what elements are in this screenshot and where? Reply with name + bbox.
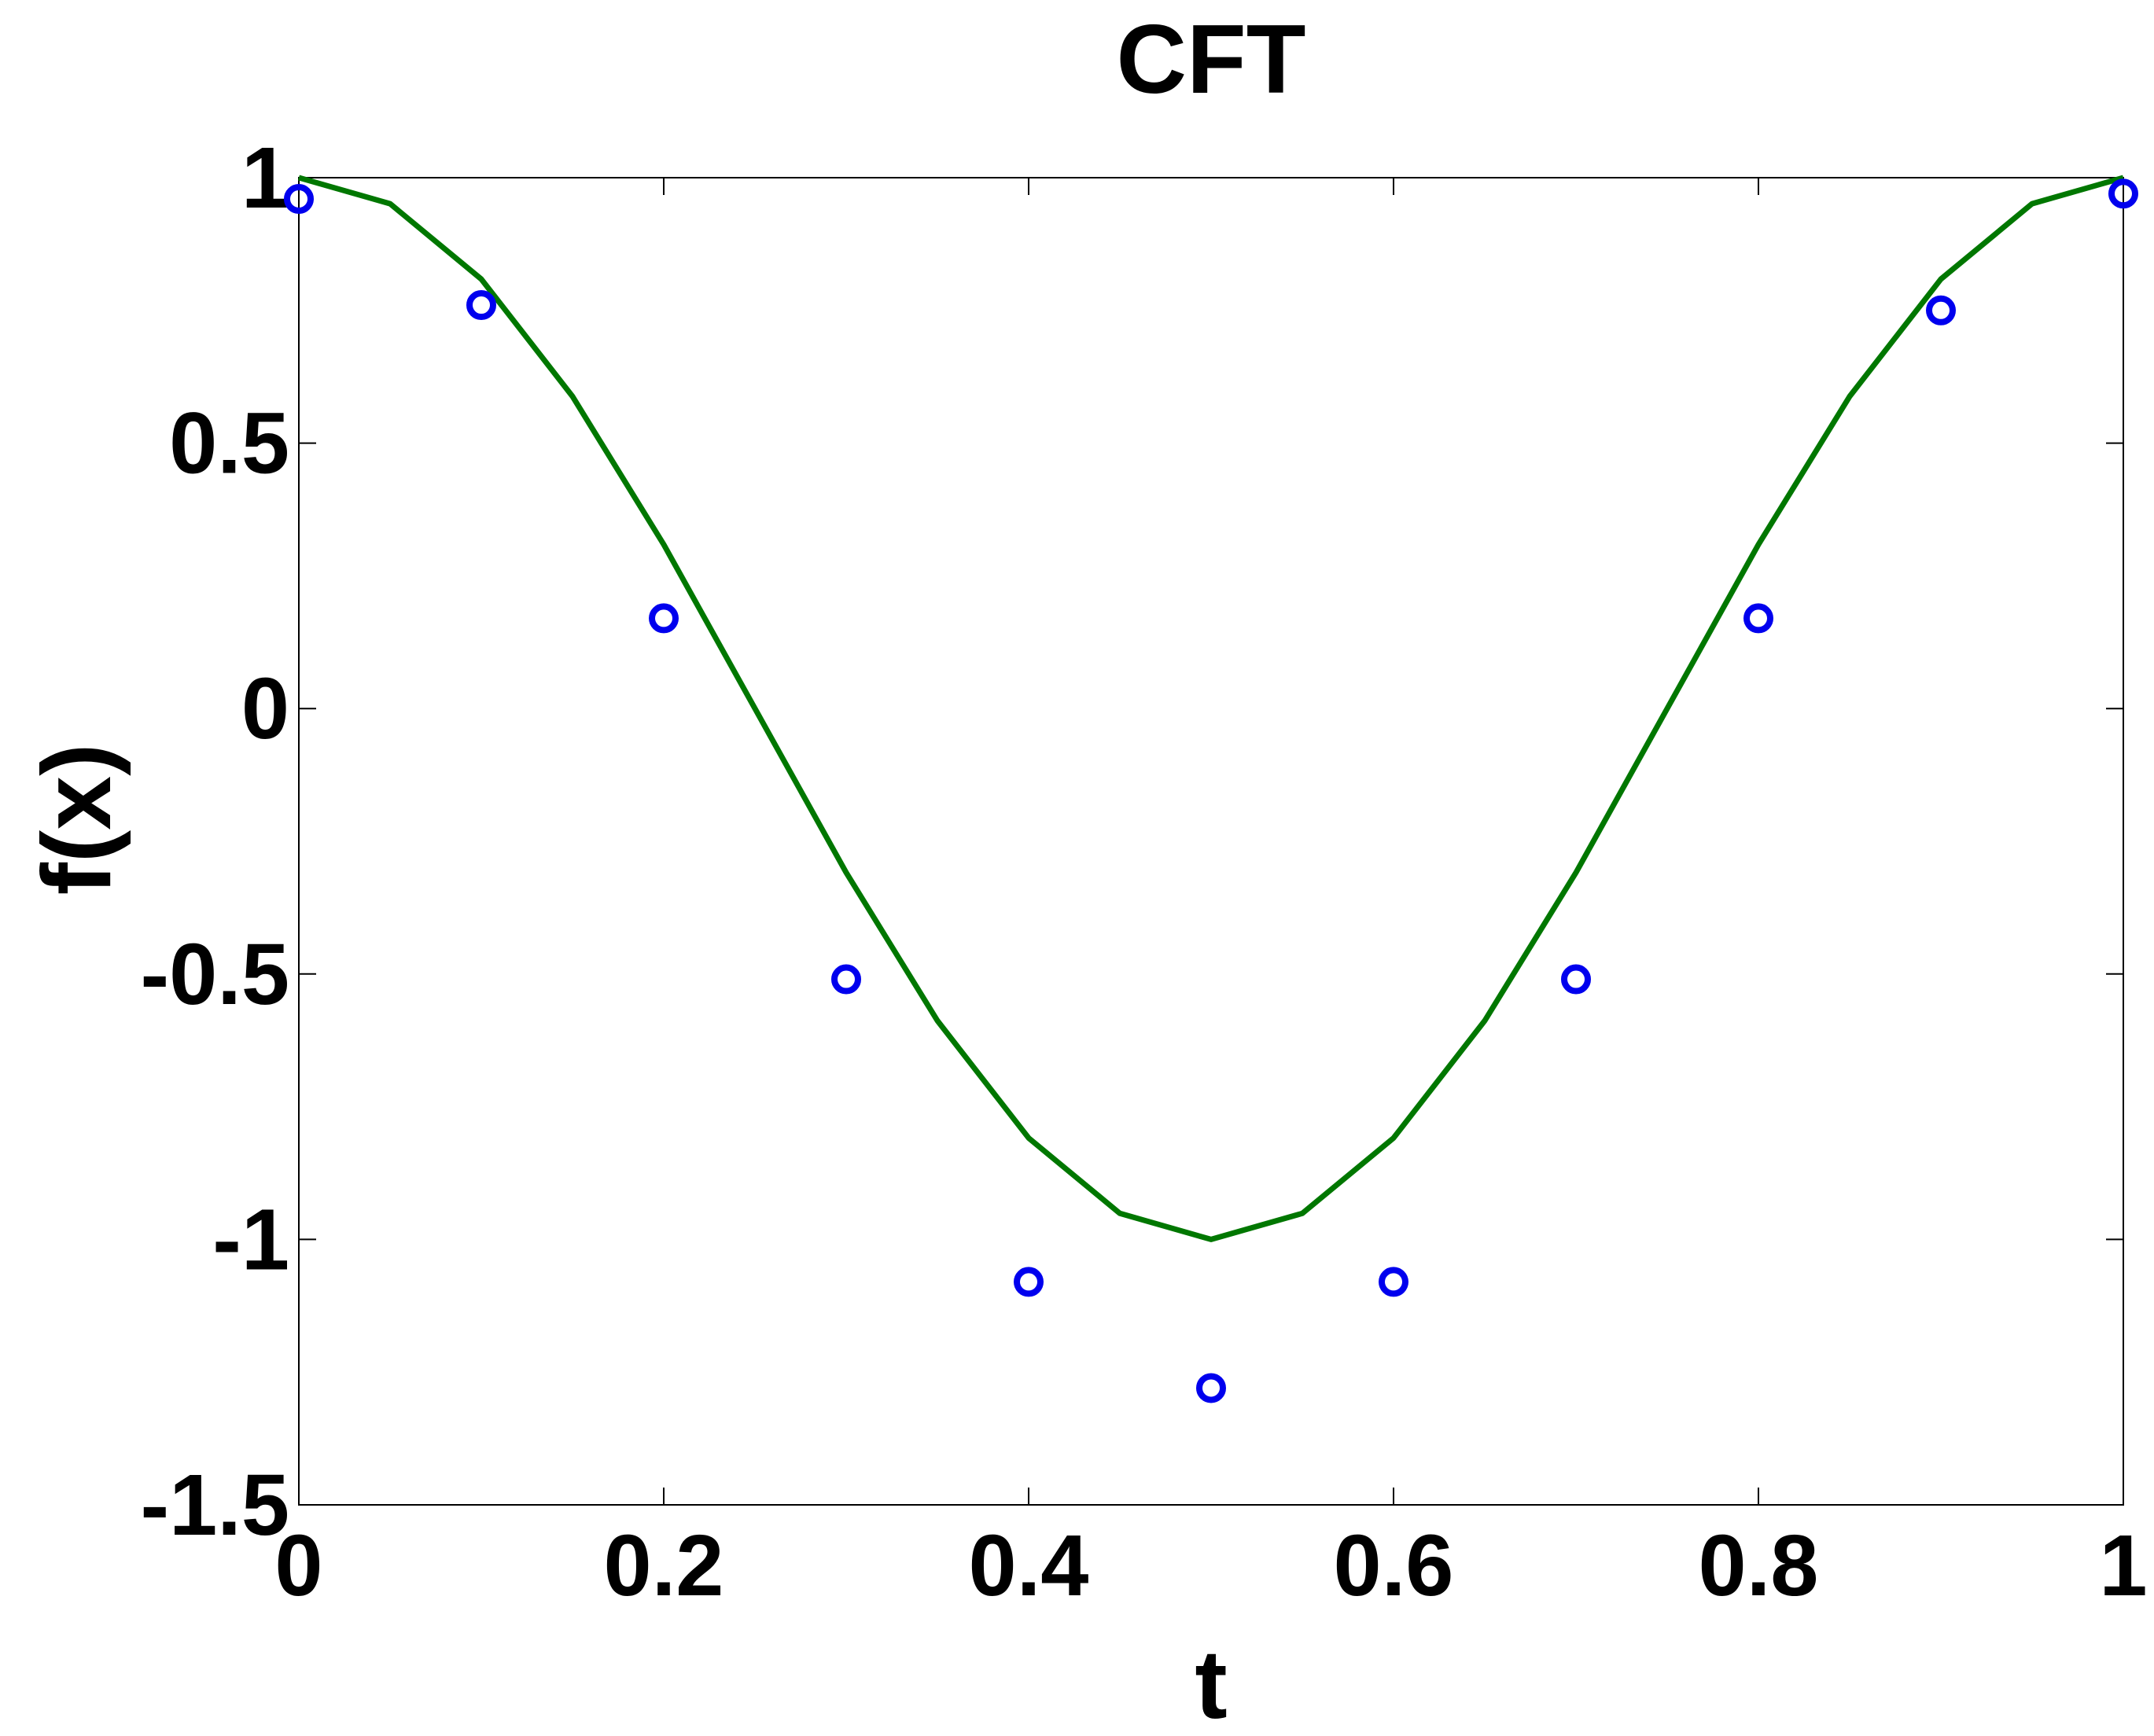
plot-area: 0 0.2 0.4 0.6 0.8 1 -1.5 -1 -0.5 0 0.5 1 (140, 130, 2147, 1614)
y-tick-label: -1 (212, 1191, 289, 1288)
scatter-point (1926, 295, 1956, 326)
scatter-point (1379, 1267, 1408, 1297)
scatter-point (2108, 178, 2138, 209)
axes-frame (298, 177, 2124, 1506)
y-tick-label: 0 (241, 660, 289, 757)
y-tick-label: -0.5 (140, 926, 289, 1023)
scatter-point (831, 964, 861, 995)
x-tick-label: 0.4 (969, 1517, 1089, 1614)
y-tick-label: 1 (241, 130, 289, 226)
scatter-point (1561, 964, 1591, 995)
series-line-cos (298, 175, 2124, 1242)
x-tick-label: 0.8 (1699, 1517, 1819, 1614)
scatter-point (284, 184, 314, 215)
scatter-point (649, 603, 679, 634)
x-axis-label: t (1195, 1631, 1227, 1736)
x-tick-label: 0.2 (604, 1517, 724, 1614)
chart-title: CFT (1116, 6, 1305, 114)
x-tick-label: 1 (2099, 1517, 2147, 1614)
y-tick-label: -1.5 (140, 1457, 289, 1554)
scatter-point (1196, 1373, 1226, 1403)
scatter-point (1743, 603, 1773, 634)
x-tick-label: 0 (274, 1517, 322, 1614)
y-tick-label: 0.5 (169, 395, 289, 492)
scatter-point (1014, 1267, 1044, 1297)
scatter-point (466, 290, 496, 321)
x-tick-label: 0.6 (1334, 1517, 1454, 1614)
y-axis-label: f(x) (23, 744, 131, 896)
